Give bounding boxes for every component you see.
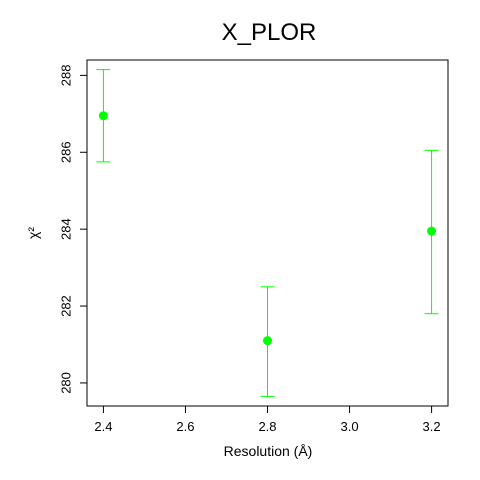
x-tick-label: 3.0 [341,419,359,434]
x-axis: 2.4 2.6 2.8 3.0 3.2 [94,406,441,434]
y-tick-label: 288 [58,65,73,87]
y-axis-title: χ² [25,227,41,239]
data-point [263,336,272,346]
x-tick-label: 3.2 [423,419,441,434]
y-tick-label: 286 [58,141,73,163]
x-axis-title: Resolution (Å) [224,443,313,459]
y-tick-label: 280 [58,372,73,394]
y-tick-label: 282 [58,295,73,317]
data-point [427,226,437,236]
x-tick-label: 2.6 [176,419,194,434]
x-tick-label: 2.4 [94,419,112,434]
chart-title: X_PLOR [222,19,317,46]
y-tick-label: 284 [58,218,73,240]
x-tick-label: 2.8 [258,419,276,434]
data-point [98,111,108,121]
series-layer [96,69,439,397]
y-axis: 280 282 284 286 288 [58,65,87,394]
